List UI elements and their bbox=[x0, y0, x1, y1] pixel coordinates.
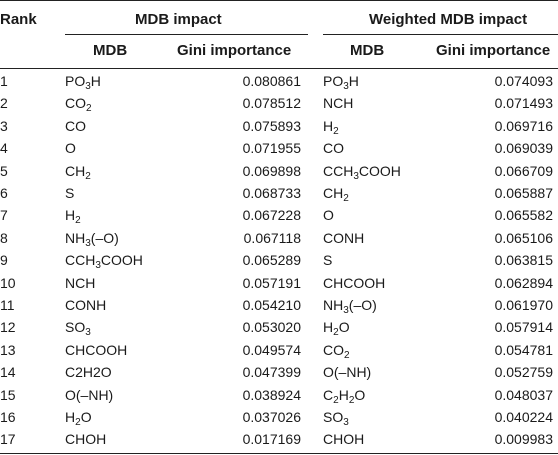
mdb-column-header: MDB bbox=[93, 42, 128, 59]
rank-cell: 4 bbox=[0, 140, 8, 157]
header-rule bbox=[0, 68, 558, 69]
mdb-cell: CO2 bbox=[65, 95, 92, 115]
weighted-mdb-cell: O(–NH) bbox=[323, 364, 372, 381]
weighted-gini-column-header: Gini importance bbox=[436, 42, 551, 59]
weighted-mdb-impact-header: Weighted MDB impact bbox=[369, 11, 528, 28]
gini-cell: 0.057191 bbox=[242, 274, 301, 291]
mdb-cell: H2O bbox=[65, 409, 92, 428]
gini-cell: 0.047399 bbox=[242, 364, 301, 381]
mdb-cell: CO bbox=[65, 117, 86, 134]
weighted-gini-cell: 0.062894 bbox=[494, 274, 553, 291]
rank-cell: 9 bbox=[0, 252, 8, 269]
weighted-mdb-cell: CHOH bbox=[323, 431, 365, 448]
gini-cell: 0.069898 bbox=[242, 162, 301, 179]
weighted-gini-cell: 0.065582 bbox=[494, 207, 553, 224]
mdb-cell: O(–NH) bbox=[65, 386, 114, 403]
gini-cell: 0.038924 bbox=[242, 386, 301, 403]
weighted-mdb-cell: CH2 bbox=[323, 185, 349, 204]
mdb-cell: CH2 bbox=[65, 162, 91, 182]
gini-cell: 0.071955 bbox=[242, 140, 301, 157]
mdb-cell: H2 bbox=[65, 207, 81, 227]
mdb-cell: NCH bbox=[65, 274, 96, 291]
mdb-cell: O bbox=[65, 140, 76, 157]
gini-cell: 0.067118 bbox=[243, 229, 301, 246]
gini-cell: 0.075893 bbox=[242, 117, 301, 134]
weighted-gini-cell: 0.048037 bbox=[494, 386, 553, 403]
weighted-gini-cell: 0.061970 bbox=[494, 297, 553, 313]
weighted-mdb-cell: CHCOOH bbox=[323, 274, 386, 291]
weighted-mdb-cell: H2O bbox=[323, 319, 350, 339]
gini-column-header: Gini importance bbox=[177, 42, 292, 59]
weighted-mdb-cell: NH3(–O) bbox=[323, 297, 377, 316]
weighted-gini-cell: 0.009983 bbox=[494, 431, 553, 448]
rank-cell: 10 bbox=[0, 274, 16, 291]
mdb-cell: C2H2O bbox=[65, 364, 112, 381]
weighted-mdb-cell: PO3H bbox=[323, 73, 359, 92]
gini-cell: 0.037026 bbox=[242, 409, 301, 425]
gini-cell: 0.065289 bbox=[242, 252, 301, 269]
rank-cell: 7 bbox=[0, 207, 8, 224]
rank-header: Rank bbox=[0, 11, 37, 28]
rank-cell: 8 bbox=[0, 229, 8, 246]
rank-cell: 12 bbox=[0, 319, 16, 336]
weighted-gini-cell: 0.069716 bbox=[494, 117, 553, 134]
gini-cell: 0.068733 bbox=[242, 185, 301, 201]
weighted-mdb-cell: H2 bbox=[323, 117, 339, 137]
rank-cell: 15 bbox=[0, 386, 16, 403]
rank-cell: 16 bbox=[0, 409, 16, 425]
mdb-cell: SO3 bbox=[65, 319, 91, 339]
weighted-gini-cell: 0.065106 bbox=[494, 229, 553, 246]
weighted-gini-cell: 0.069039 bbox=[494, 140, 553, 157]
rank-cell: 3 bbox=[0, 117, 8, 134]
weighted-mdb-cell: SO3 bbox=[323, 409, 349, 428]
group1-rule bbox=[65, 34, 308, 35]
rank-cell: 13 bbox=[0, 341, 16, 358]
mdb-cell: CHCOOH bbox=[65, 341, 128, 358]
rank-cell: 17 bbox=[0, 431, 16, 448]
weighted-gini-cell: 0.057914 bbox=[494, 319, 553, 336]
weighted-gini-cell: 0.052759 bbox=[494, 364, 553, 381]
weighted-mdb-cell: CONH bbox=[323, 229, 365, 246]
weighted-mdb-cell: CCH3COOH bbox=[323, 162, 401, 182]
mdb-impact-header: MDB impact bbox=[135, 11, 222, 28]
gini-cell: 0.078512 bbox=[242, 95, 301, 112]
rank-cell: 14 bbox=[0, 364, 16, 381]
mdb-cell: S bbox=[65, 185, 75, 201]
weighted-mdb-cell: S bbox=[323, 252, 333, 269]
mdb-cell: CONH bbox=[65, 297, 107, 313]
mdb-cell: NH3(–O) bbox=[65, 229, 119, 249]
rank-cell: 6 bbox=[0, 185, 8, 201]
weighted-gini-cell: 0.074093 bbox=[494, 73, 553, 89]
weighted-gini-cell: 0.065887 bbox=[494, 185, 553, 201]
gini-cell: 0.017169 bbox=[242, 431, 301, 448]
weighted-mdb-cell: O bbox=[323, 207, 334, 224]
gini-cell: 0.054210 bbox=[242, 297, 301, 313]
weighted-mdb-cell: CO2 bbox=[323, 341, 350, 361]
gini-cell: 0.080861 bbox=[242, 73, 301, 89]
weighted-gini-cell: 0.066709 bbox=[494, 162, 553, 179]
weighted-mdb-cell: CO bbox=[323, 140, 344, 157]
weighted-mdb-cell: NCH bbox=[323, 95, 354, 112]
weighted-mdb-column-header: MDB bbox=[350, 42, 385, 59]
rank-cell: 5 bbox=[0, 162, 8, 179]
mdb-cell: PO3H bbox=[65, 73, 101, 92]
rank-cell: 1 bbox=[0, 73, 8, 89]
weighted-gini-cell: 0.040224 bbox=[494, 409, 553, 425]
weighted-gini-cell: 0.054781 bbox=[494, 341, 553, 358]
weighted-mdb-cell: C2H2O bbox=[323, 386, 366, 406]
gini-cell: 0.067228 bbox=[242, 207, 301, 224]
bottom-rule bbox=[0, 453, 558, 454]
gini-cell: 0.049574 bbox=[242, 341, 301, 358]
rank-cell: 2 bbox=[0, 95, 8, 112]
weighted-gini-cell: 0.071493 bbox=[494, 95, 553, 112]
weighted-gini-cell: 0.063815 bbox=[494, 252, 553, 269]
rank-cell: 11 bbox=[0, 297, 15, 313]
mdb-cell: CHOH bbox=[65, 431, 107, 448]
top-rule bbox=[0, 0, 558, 1]
group2-rule bbox=[323, 34, 558, 35]
mdb-cell: CCH3COOH bbox=[65, 252, 143, 272]
gini-cell: 0.053020 bbox=[242, 319, 301, 336]
